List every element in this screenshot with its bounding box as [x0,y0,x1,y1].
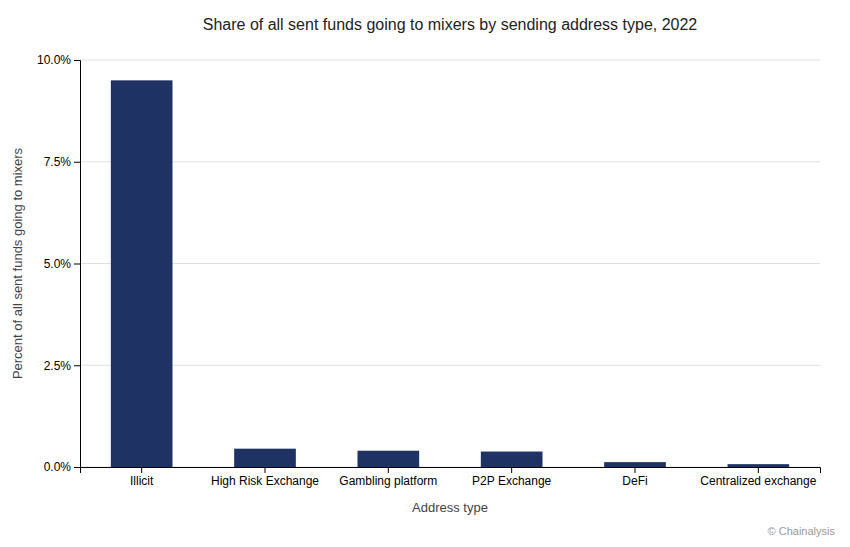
x-axis: Illicit High Risk Exchange Gambling platfo… [81,467,821,488]
y-tick: 0.0% [44,460,80,474]
bar [481,452,543,467]
x-tick: DeFi [622,467,647,488]
x-tick-label: Centralized exchange [700,474,816,488]
grid-line [80,161,820,162]
bar [111,80,173,467]
y-tick-mark [74,60,80,61]
plot: Illicit High Risk Exchange Gambling platfo… [37,53,821,487]
x-tick-label: Illicit [130,474,154,488]
grid [80,60,820,467]
grid-line [80,365,820,366]
x-tick: Illicit [130,467,154,488]
y-tick-mark [74,467,80,468]
x-tick-mark [635,467,636,473]
title: Share of all sent funds going to mixers … [203,16,698,33]
bar [234,449,296,467]
x-tick: High Risk Exchange [211,467,319,488]
y-tick-mark [74,264,80,265]
y-tick: 10.0% [37,53,80,67]
x-tick-label: High Risk Exchange [211,474,319,488]
y-tick-label: 10.0% [37,53,71,67]
y-tick-mark [74,365,80,366]
y-tick-label: 0.0% [44,460,72,474]
x-tick-mark [265,467,266,473]
y-axis-line [74,61,81,468]
x-tick-label: DeFi [622,474,647,488]
x-axis-line [81,468,821,474]
y-axis-title: Percent of all sent funds going to mixer… [10,147,25,379]
x-tick: P2P Exchange [472,467,551,488]
x-axis-title: Address type [412,500,488,515]
x-tick-mark [388,467,389,473]
y-axis: 0.0% 2.5% 5.0% 7.5% 10.0% [37,53,81,474]
bar [358,451,420,467]
y-tick: 5.0% [44,257,80,271]
grid-line [80,263,820,264]
x-tick-label: Gambling platform [339,474,437,488]
y-tick: 2.5% [44,359,80,373]
y-tick-label: 2.5% [44,359,72,373]
chart: Illicit High Risk Exchange Gambling platfo… [0,0,850,547]
x-tick: Centralized exchange [700,467,816,488]
x-tick-label: P2P Exchange [472,474,551,488]
x-tick: Gambling platform [339,467,437,488]
source-note: © Chainalysis [768,525,836,537]
y-tick-mark [74,162,80,163]
bar [604,462,666,467]
grid-line [80,60,820,61]
y-tick-label: 5.0% [44,257,72,271]
x-tick-mark [758,467,759,473]
x-tick-mark [511,467,512,473]
bar [728,464,790,467]
y-tick: 7.5% [44,155,80,169]
x-tick-mark [141,467,142,473]
bars [111,80,789,467]
y-tick-label: 7.5% [44,155,72,169]
